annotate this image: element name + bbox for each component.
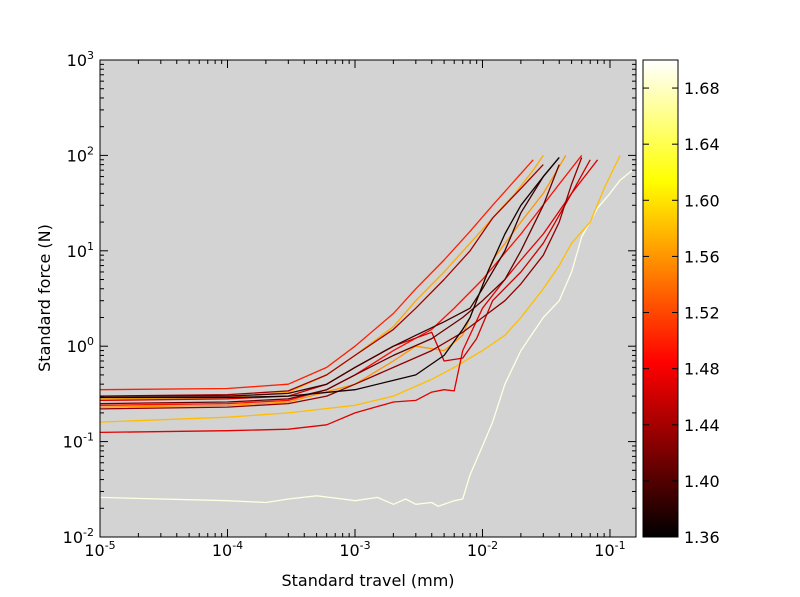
colorbar xyxy=(642,59,679,538)
x-axis-ticks: 10-5 10-4 10-3 10-2 10-1 xyxy=(84,60,626,560)
colorbar-tick-label: 1.44 xyxy=(684,416,720,435)
colorbar-tick-label: 1.60 xyxy=(684,191,720,210)
colorbar-tick-label: 1.40 xyxy=(684,472,720,491)
colorbar-tick-label: 1.68 xyxy=(684,79,720,98)
series-line-9 xyxy=(100,164,544,397)
series-line-10 xyxy=(100,157,583,410)
series-line-5 xyxy=(100,159,534,391)
series-line-3 xyxy=(100,155,544,400)
y-tick-label: 102 xyxy=(67,144,94,165)
series-line-6 xyxy=(100,154,583,406)
colorbar-ticks: 1.36 1.40 1.44 1.48 1.52 1.56 1.60 1.64 1.68 xyxy=(643,79,720,547)
x-axis-label: Standard travel (mm) xyxy=(281,571,454,590)
plot-background xyxy=(100,60,636,537)
y-tick-label: 10-2 xyxy=(63,526,94,547)
plot-frame xyxy=(99,59,637,538)
x-tick-label: 10-5 xyxy=(84,539,115,560)
series-line-11 xyxy=(100,164,560,405)
series-layer xyxy=(100,154,633,507)
x-tick-label: 10-1 xyxy=(594,539,625,560)
series-line-12 xyxy=(100,157,560,397)
x-tick-label: 10-3 xyxy=(339,539,370,560)
x-tick-label: 10-2 xyxy=(467,539,498,560)
series-line-13 xyxy=(100,157,560,399)
series-line-4 xyxy=(100,155,567,408)
series-line-1 xyxy=(100,169,633,507)
colorbar-tick-label: 1.48 xyxy=(684,360,720,379)
y-tick-label: 100 xyxy=(67,335,94,356)
series-line-8 xyxy=(100,159,591,402)
series-line-2 xyxy=(100,155,621,423)
series-line-7 xyxy=(100,159,599,434)
y-tick-label: 103 xyxy=(67,49,94,70)
y-axis-ticks: 10-2 10-1 100 101 102 103 xyxy=(63,49,636,547)
y-axis-label: Standard force (N) xyxy=(35,224,54,372)
colorbar-tick-label: 1.52 xyxy=(684,304,720,323)
y-tick-label: 101 xyxy=(67,240,94,261)
colorbar-tick-label: 1.36 xyxy=(684,528,720,547)
x-tick-label: 10-4 xyxy=(212,539,243,560)
y-tick-label: 10-1 xyxy=(63,431,94,452)
colorbar-tick-label: 1.56 xyxy=(684,247,720,266)
colorbar-tick-label: 1.64 xyxy=(684,135,720,154)
